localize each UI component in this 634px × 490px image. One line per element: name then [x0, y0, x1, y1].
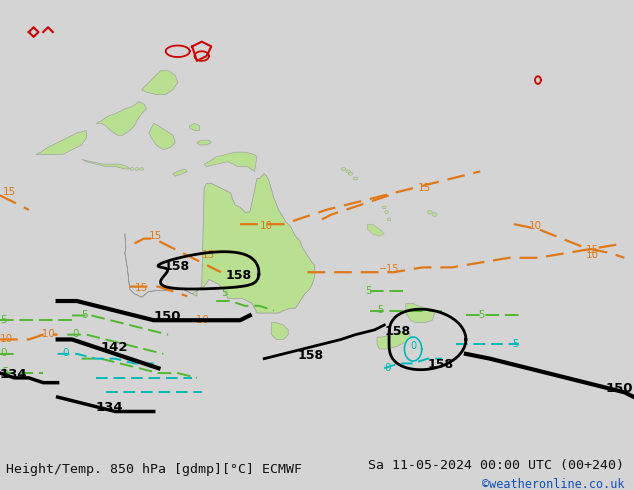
- Text: 158: 158: [427, 358, 453, 371]
- Text: 142: 142: [101, 342, 128, 354]
- Text: 150: 150: [153, 310, 181, 323]
- Text: 158: 158: [226, 270, 252, 282]
- Text: 15: 15: [586, 245, 599, 255]
- Text: 158: 158: [164, 260, 190, 273]
- Text: 0: 0: [384, 363, 391, 373]
- Text: 5: 5: [365, 286, 372, 296]
- Text: 150: 150: [605, 382, 633, 395]
- Text: -5: -5: [375, 305, 385, 315]
- Polygon shape: [82, 159, 130, 169]
- Polygon shape: [406, 303, 435, 322]
- Text: 10: 10: [259, 221, 273, 231]
- Text: 15: 15: [202, 250, 215, 260]
- Text: 15: 15: [149, 231, 162, 241]
- Text: 10: 10: [528, 221, 541, 231]
- Polygon shape: [139, 168, 144, 171]
- Text: 0: 0: [411, 341, 417, 351]
- Text: 0: 0: [0, 348, 6, 358]
- Text: 15: 15: [418, 183, 431, 193]
- Polygon shape: [271, 322, 288, 340]
- Polygon shape: [387, 218, 391, 221]
- Polygon shape: [341, 168, 346, 171]
- Text: 5: 5: [221, 288, 228, 298]
- Text: 15: 15: [134, 283, 148, 294]
- Polygon shape: [432, 213, 437, 217]
- Polygon shape: [382, 206, 386, 209]
- Polygon shape: [135, 168, 139, 171]
- Polygon shape: [204, 152, 257, 172]
- Text: 158: 158: [384, 325, 410, 338]
- Polygon shape: [197, 140, 211, 145]
- Polygon shape: [190, 123, 199, 130]
- Text: 0: 0: [72, 329, 79, 339]
- Polygon shape: [353, 177, 358, 180]
- Text: 134: 134: [0, 368, 28, 381]
- Text: 158: 158: [298, 349, 324, 362]
- Text: -5: -5: [509, 339, 519, 349]
- Text: 5: 5: [0, 315, 6, 325]
- Polygon shape: [36, 130, 86, 154]
- Polygon shape: [173, 169, 187, 176]
- Polygon shape: [125, 174, 314, 313]
- Text: Height/Temp. 850 hPa [gdmp][°C] ECMWF: Height/Temp. 850 hPa [gdmp][°C] ECMWF: [6, 463, 302, 476]
- Text: 15: 15: [3, 187, 16, 197]
- Polygon shape: [346, 170, 351, 173]
- Text: −15: −15: [379, 264, 400, 274]
- Text: Sa 11-05-2024 00:00 UTC (00+240): Sa 11-05-2024 00:00 UTC (00+240): [368, 459, 624, 472]
- Text: 134: 134: [96, 401, 124, 415]
- Text: -10: -10: [192, 315, 209, 325]
- Text: 10: 10: [586, 250, 599, 260]
- Text: 10: 10: [0, 334, 13, 344]
- Polygon shape: [368, 224, 384, 236]
- Text: -5: -5: [476, 310, 486, 320]
- Polygon shape: [348, 172, 353, 175]
- Polygon shape: [377, 330, 411, 349]
- Polygon shape: [385, 211, 389, 214]
- Text: ©weatheronline.co.uk: ©weatheronline.co.uk: [482, 478, 624, 490]
- Polygon shape: [96, 102, 146, 135]
- Polygon shape: [130, 168, 134, 171]
- Text: 0: 0: [62, 348, 69, 358]
- Polygon shape: [427, 210, 432, 214]
- Polygon shape: [141, 71, 178, 95]
- Text: -5: -5: [0, 368, 10, 377]
- Polygon shape: [149, 123, 176, 150]
- Text: -10: -10: [39, 329, 55, 339]
- Text: 5: 5: [82, 310, 88, 320]
